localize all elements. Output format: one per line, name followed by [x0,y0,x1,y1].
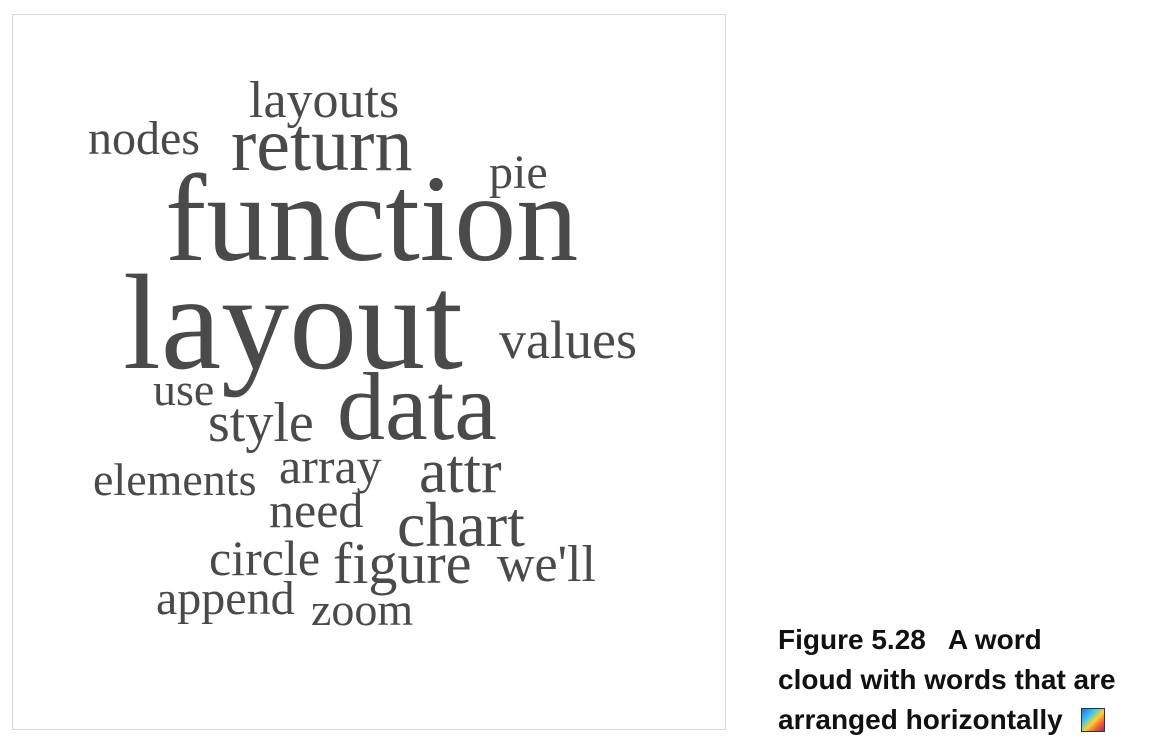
word-append: append [156,572,295,625]
figure-number: Figure 5.28 [778,624,926,655]
word-pie: pie [489,146,548,199]
word-elements: elements [93,454,257,505]
word-data: data [337,353,497,460]
word-attr: attr [419,438,502,506]
color-palette-icon [1080,708,1105,732]
word-chart: chart [397,489,525,560]
word-well: we'll [497,536,596,593]
caption-line-3: arranged horizontally [778,700,1150,740]
word-cloud-frame: layouts nodes return pie function layout… [12,14,726,730]
word-layout: layout [123,248,463,398]
word-layouts: layouts [249,72,400,129]
word-values: values [499,310,637,370]
word-need: need [269,482,364,538]
word-use: use [153,364,215,415]
figure-caption: Figure 5.28 A word cloud with words that … [778,620,1150,740]
word-return: return [231,103,413,187]
caption-text-start: A word [947,624,1042,655]
word-style: style [208,392,314,454]
word-zoom: zoom [311,584,414,635]
word-figure: figure [333,531,472,596]
caption-line-1: Figure 5.28 A word [778,620,1150,660]
caption-line-2: cloud with words that are [778,664,1116,695]
caption-text-end: arranged horizontally [778,704,1063,735]
word-array: array [279,438,382,494]
word-circle: circle [209,530,321,586]
word-function: function [165,150,579,287]
word-nodes: nodes [88,112,200,165]
